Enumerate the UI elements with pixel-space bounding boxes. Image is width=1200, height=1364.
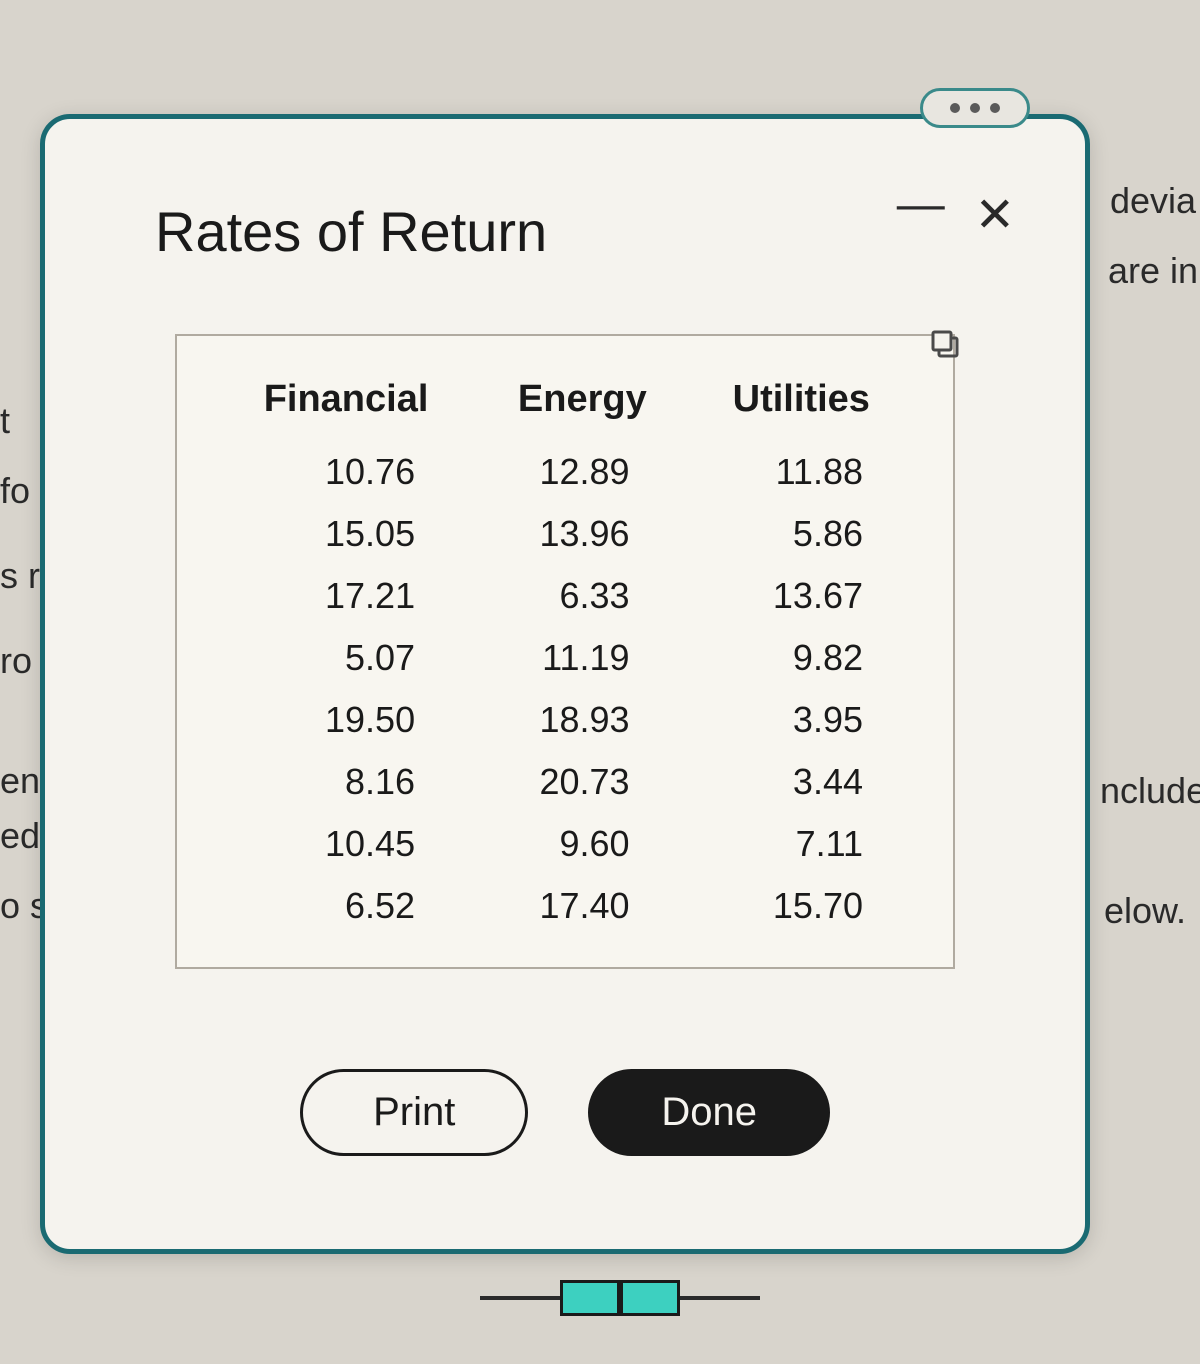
column-header-financial: Financial <box>217 366 475 441</box>
rates-table: Financial Energy Utilities 10.76 12.89 1… <box>217 366 913 937</box>
column-header-utilities: Utilities <box>690 366 913 441</box>
done-button[interactable]: Done <box>588 1069 830 1156</box>
cell: 19.50 <box>217 689 475 751</box>
cell: 10.76 <box>217 441 475 503</box>
cell: 12.89 <box>475 441 689 503</box>
bg-text-fragment: devia <box>1110 180 1196 222</box>
table-row: 5.07 11.19 9.82 <box>217 627 913 689</box>
cell: 17.21 <box>217 565 475 627</box>
cell: 8.16 <box>217 751 475 813</box>
bg-text-fragment: fo <box>0 470 30 512</box>
bg-text-fragment: elow. <box>1104 890 1186 932</box>
cell: 5.07 <box>217 627 475 689</box>
table-header-row: Financial Energy Utilities <box>217 366 913 441</box>
print-button[interactable]: Print <box>300 1069 528 1156</box>
table-row: 10.45 9.60 7.11 <box>217 813 913 875</box>
bg-text-fragment: nclude t <box>1100 770 1200 812</box>
cell: 11.88 <box>690 441 913 503</box>
table-row: 17.21 6.33 13.67 <box>217 565 913 627</box>
cell: 3.44 <box>690 751 913 813</box>
rates-of-return-modal: Rates of Return — ✕ Financial Energy Uti… <box>40 114 1090 1254</box>
table-row: 15.05 13.96 5.86 <box>217 503 913 565</box>
cell: 15.05 <box>217 503 475 565</box>
slider-box <box>560 1280 620 1316</box>
modal-title: Rates of Return <box>155 199 547 264</box>
cell: 10.45 <box>217 813 475 875</box>
cell: 6.52 <box>217 875 475 937</box>
boxplot-slider[interactable] <box>480 1274 760 1324</box>
column-header-energy: Energy <box>475 366 689 441</box>
cell: 9.60 <box>475 813 689 875</box>
data-table-frame: Financial Energy Utilities 10.76 12.89 1… <box>175 334 955 969</box>
cell: 13.67 <box>690 565 913 627</box>
cell: 15.70 <box>690 875 913 937</box>
bg-text-fragment: are in <box>1108 250 1198 292</box>
dot-icon <box>990 103 1000 113</box>
modal-window-controls: — ✕ <box>897 187 1015 243</box>
table-row: 8.16 20.73 3.44 <box>217 751 913 813</box>
cell: 6.33 <box>475 565 689 627</box>
cell: 9.82 <box>690 627 913 689</box>
cell: 17.40 <box>475 875 689 937</box>
cell: 5.86 <box>690 503 913 565</box>
slider-box <box>620 1280 680 1316</box>
dot-icon <box>970 103 980 113</box>
modal-button-row: Print Done <box>95 1069 1035 1156</box>
cell: 20.73 <box>475 751 689 813</box>
table-row: 19.50 18.93 3.95 <box>217 689 913 751</box>
modal-tab-handle[interactable] <box>920 88 1030 128</box>
cell: 11.19 <box>475 627 689 689</box>
cell: 13.96 <box>475 503 689 565</box>
cell: 3.95 <box>690 689 913 751</box>
bg-text-fragment: t <box>0 400 10 442</box>
modal-header: Rates of Return — ✕ <box>95 179 1035 264</box>
table-row: 6.52 17.40 15.70 <box>217 875 913 937</box>
copy-icon[interactable] <box>927 326 963 362</box>
bg-text-fragment: s r <box>0 555 40 597</box>
table-row: 10.76 12.89 11.88 <box>217 441 913 503</box>
cell: 7.11 <box>690 813 913 875</box>
close-icon[interactable]: ✕ <box>975 187 1015 243</box>
cell: 18.93 <box>475 689 689 751</box>
bg-text-fragment: ro <box>0 640 32 682</box>
dot-icon <box>950 103 960 113</box>
minimize-icon[interactable]: — <box>897 193 945 237</box>
